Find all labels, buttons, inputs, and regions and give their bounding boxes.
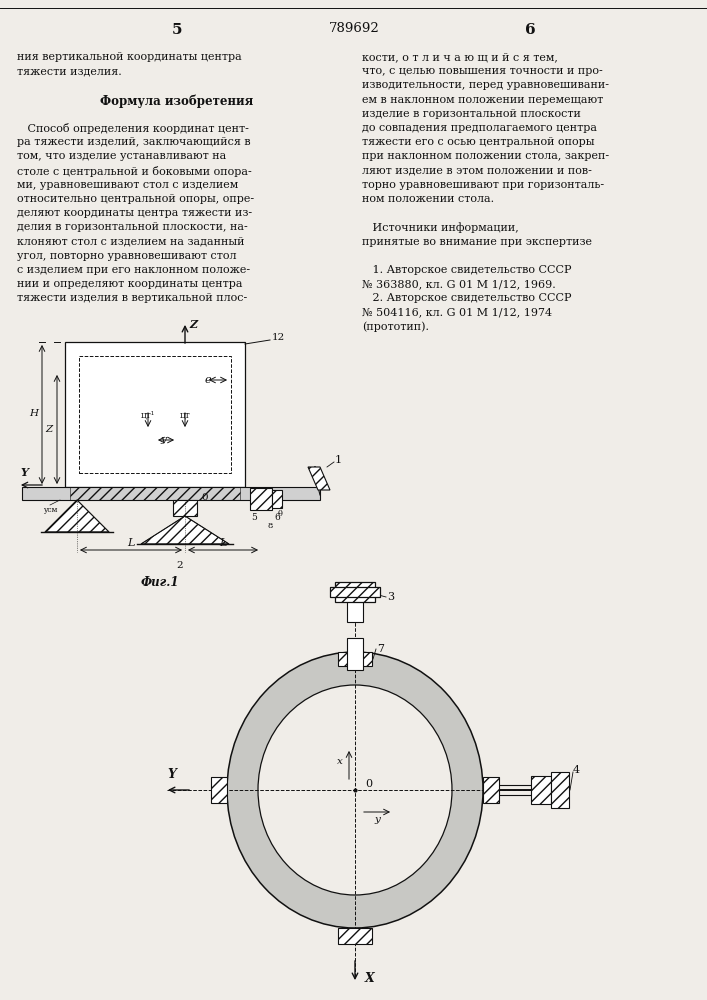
Bar (250, 488, 272, 510)
Text: клоняют стол с изделием на заданный: клоняют стол с изделием на заданный (17, 237, 245, 247)
Text: 1: 1 (335, 455, 342, 465)
Text: 4: 4 (573, 765, 580, 775)
Text: тяжести его с осью центральной опоры: тяжести его с осью центральной опоры (362, 137, 595, 147)
Text: 6: 6 (525, 23, 535, 37)
Text: L: L (219, 538, 227, 548)
Bar (70, 487, 240, 500)
Polygon shape (45, 500, 109, 532)
Bar (79, 356, 231, 473)
Bar (330, 587, 380, 597)
Text: Y: Y (168, 768, 177, 782)
Text: 2. Авторское свидетельство СССР: 2. Авторское свидетельство СССР (362, 293, 571, 303)
Text: при наклонном положении стола, закреп-: при наклонном положении стола, закреп- (362, 151, 609, 161)
Text: X: X (365, 972, 375, 984)
Text: 6: 6 (274, 514, 280, 522)
Bar (65, 342, 245, 487)
Text: ми, уравновешивают стол с изделием: ми, уравновешивают стол с изделием (17, 180, 238, 190)
Text: относительно центральной опоры, опре-: относительно центральной опоры, опре- (17, 194, 254, 204)
Text: 3: 3 (387, 592, 394, 602)
Text: 2: 2 (177, 560, 183, 570)
Text: № 504116, кл. G 01 M 1/12, 1974: № 504116, кл. G 01 M 1/12, 1974 (362, 308, 552, 318)
Text: 0: 0 (201, 493, 209, 502)
Text: e: e (205, 375, 211, 385)
Text: ном положении стола.: ном положении стола. (362, 194, 494, 204)
Text: с изделием при его наклонном положе-: с изделием при его наклонном положе- (17, 265, 250, 275)
Bar (335, 582, 375, 602)
Bar (531, 776, 551, 804)
Text: тяжести изделия.: тяжести изделия. (17, 66, 122, 76)
Bar (211, 777, 227, 803)
Text: кости, о т л и ч а ю щ и й с я тем,: кости, о т л и ч а ю щ и й с я тем, (362, 52, 558, 62)
Text: цт: цт (180, 410, 190, 420)
Text: 7: 7 (377, 644, 384, 654)
Text: деляют координаты центра тяжести из-: деляют координаты центра тяжести из- (17, 208, 252, 218)
Text: изделие в горизонтальной плоскости: изделие в горизонтальной плоскости (362, 109, 581, 119)
Text: H: H (30, 410, 38, 418)
Text: 0: 0 (365, 779, 372, 789)
Text: ния вертикальной координаты центра: ния вертикальной координаты центра (17, 52, 242, 62)
Text: ем в наклонном положении перемещают: ем в наклонном положении перемещают (362, 95, 603, 105)
Text: Z: Z (45, 424, 52, 434)
Text: 1. Авторское свидетельство СССР: 1. Авторское свидетельство СССР (362, 265, 571, 275)
Text: № 363880, кл. G 01 M 1/12, 1969.: № 363880, кл. G 01 M 1/12, 1969. (362, 279, 556, 289)
Text: ляют изделие в этом положении и пов-: ляют изделие в этом положении и пов- (362, 166, 592, 176)
Polygon shape (308, 467, 330, 490)
Bar (347, 592, 363, 622)
Text: до совпадения предполагаемого центра: до совпадения предполагаемого центра (362, 123, 597, 133)
Bar (173, 500, 197, 516)
Text: нии и определяют координаты центра: нии и определяют координаты центра (17, 279, 243, 289)
Bar (272, 490, 282, 508)
Text: что, с целью повышения точности и про-: что, с целью повышения точности и про- (362, 66, 603, 76)
Text: Z: Z (189, 320, 197, 330)
Ellipse shape (227, 652, 483, 928)
Text: Фиг.1: Фиг.1 (141, 576, 180, 588)
Text: столе с центральной и боковыми опора-: столе с центральной и боковыми опора- (17, 166, 252, 177)
Text: ра тяжести изделий, заключающийся в: ра тяжести изделий, заключающийся в (17, 137, 250, 147)
Text: 12: 12 (272, 334, 285, 342)
Text: yсм: yсм (43, 506, 57, 514)
Text: принятые во внимание при экспертизе: принятые во внимание при экспертизе (362, 237, 592, 247)
Text: (прототип).: (прототип). (362, 322, 429, 332)
Bar (347, 638, 363, 670)
Text: 8: 8 (267, 522, 273, 530)
Text: Способ определения координат цент-: Способ определения координат цент- (17, 123, 249, 134)
Text: θ: θ (278, 510, 282, 518)
Text: 5: 5 (251, 514, 257, 522)
Text: Y: Y (20, 468, 28, 479)
Text: L: L (127, 538, 135, 548)
Text: цт¹: цт¹ (141, 410, 155, 420)
Bar (338, 928, 372, 944)
Text: угол, повторно уравновешивают стол: угол, повторно уравновешивают стол (17, 251, 237, 261)
Bar (551, 772, 569, 808)
Text: Формула изобретения: Формула изобретения (100, 95, 254, 108)
Text: y: y (374, 816, 380, 824)
Text: том, что изделие устанавливают на: том, что изделие устанавливают на (17, 151, 226, 161)
Text: Источники информации,: Источники информации, (362, 222, 519, 233)
Polygon shape (141, 516, 229, 544)
Text: делия в горизонтальной плоскости, на-: делия в горизонтальной плоскости, на- (17, 222, 247, 232)
Text: торно уравновешивают при горизонталь-: торно уравновешивают при горизонталь- (362, 180, 604, 190)
Bar (330, 587, 380, 597)
Ellipse shape (258, 685, 452, 895)
Text: 5: 5 (172, 23, 182, 37)
Bar (22, 487, 320, 500)
Text: тяжести изделия в вертикальной плос-: тяжести изделия в вертикальной плос- (17, 293, 247, 303)
Bar (483, 777, 499, 803)
Bar (338, 652, 372, 666)
Text: 789692: 789692 (329, 21, 380, 34)
Text: x: x (337, 758, 343, 766)
Text: изводительности, перед уравновешивани-: изводительности, перед уравновешивани- (362, 80, 609, 90)
Text: y: y (160, 436, 166, 444)
